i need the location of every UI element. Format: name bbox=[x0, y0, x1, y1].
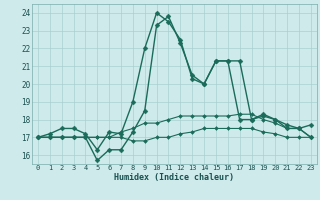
X-axis label: Humidex (Indice chaleur): Humidex (Indice chaleur) bbox=[115, 173, 234, 182]
